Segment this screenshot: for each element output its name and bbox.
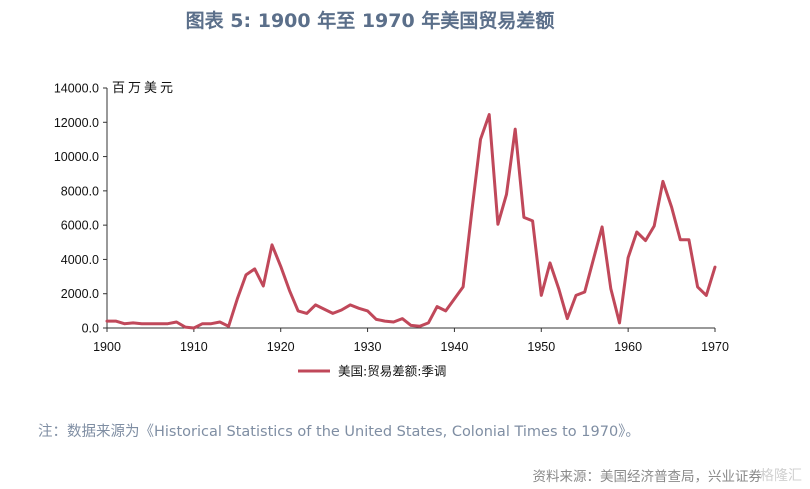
y-tick-label: 0.0 (82, 322, 99, 336)
y-tick-label: 8000.0 (61, 184, 99, 198)
watermark-logo: 格隆汇 (760, 468, 802, 484)
source-credit: 资料来源：美国经济普查局，兴业证券 (532, 469, 763, 485)
chart-title: 图表 5: 1900 年至 1970 年美国贸易差额 (185, 10, 555, 32)
x-tick-label: 1970 (701, 340, 729, 354)
x-tick-label: 1960 (614, 340, 642, 354)
series-line (105, 113, 717, 330)
chart: 0.0 2000.0 4000.0 6000.0 8000.0 10000.0 12000.… (54, 81, 729, 379)
x-tick-label: 1930 (354, 340, 382, 354)
y-tick-label: 4000.0 (61, 253, 99, 267)
legend-label: 美国:贸易差额:季调 (338, 364, 446, 379)
y-tick-label: 12000.0 (54, 116, 99, 130)
x-tick-label: 1900 (93, 340, 121, 354)
legend: 美国:贸易差额:季调 (298, 364, 446, 379)
y-tick-label: 6000.0 (61, 219, 99, 233)
y-tick-label: 10000.0 (54, 150, 99, 164)
data-source-note: 注：数据来源为《Historical Statistics of the Uni… (38, 424, 640, 440)
y-axis-unit-label: 百万美元 (112, 81, 176, 96)
x-tick-label: 1910 (180, 340, 208, 354)
y-tick-label: 14000.0 (54, 82, 99, 96)
x-tick-label: 1920 (267, 340, 295, 354)
x-tick-label: 1940 (441, 340, 469, 354)
y-tick-label: 2000.0 (61, 287, 99, 301)
y-axis: 0.0 2000.0 4000.0 6000.0 8000.0 10000.0 12000.… (54, 82, 108, 336)
x-axis: 1900 1910 1920 1930 1940 1950 1960 1970 (93, 327, 729, 354)
x-tick-label: 1950 (527, 340, 555, 354)
